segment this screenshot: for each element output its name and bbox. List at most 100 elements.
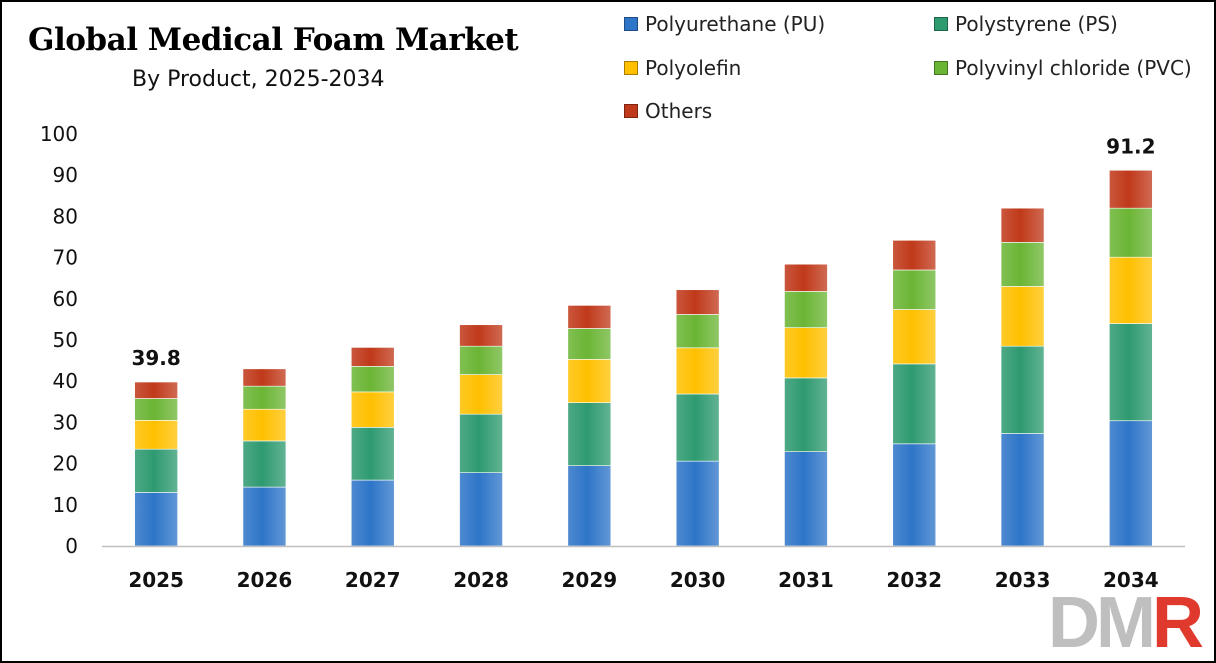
bar-segment-polyvinyl-chloride-pvc-2028 xyxy=(459,345,503,375)
bar-segment-polyvinyl-chloride-pvc-2029 xyxy=(567,328,612,360)
bar-segment-polystyrene-ps-2027 xyxy=(350,427,395,481)
bar-stack-2028 xyxy=(459,324,503,547)
bar-segment-polyolefin-2029 xyxy=(567,359,612,403)
bar-segment-others-2034 xyxy=(1109,169,1153,209)
y-tick-label: 100 xyxy=(40,122,78,146)
x-tick-label: 2027 xyxy=(345,568,401,592)
bar-segment-polyurethane-pu-2027 xyxy=(350,479,395,547)
bar-stack-2033 xyxy=(1000,207,1045,547)
y-tick-label: 0 xyxy=(65,534,78,558)
y-tick-label: 70 xyxy=(53,246,78,270)
bar-segment-polyurethane-pu-2026 xyxy=(242,486,287,547)
bar-segment-polyolefin-2026 xyxy=(242,408,287,442)
bar-segment-polyvinyl-chloride-pvc-2032 xyxy=(892,269,937,310)
bar-segment-polyurethane-pu-2031 xyxy=(784,451,828,547)
bar-segment-polyvinyl-chloride-pvc-2034 xyxy=(1109,207,1153,258)
bar-stack-2031 xyxy=(784,263,828,547)
bar-segment-others-2030 xyxy=(675,289,720,315)
y-tick-label: 20 xyxy=(53,452,78,476)
bar-segment-polyolefin-2034 xyxy=(1109,256,1153,324)
bar-stack-2027 xyxy=(350,347,395,547)
x-tick-label: 2034 xyxy=(1103,568,1159,592)
logo-text-accent: R xyxy=(1152,583,1204,663)
bar-segment-polystyrene-ps-2030 xyxy=(675,393,720,462)
x-tick-label: 2030 xyxy=(670,568,726,592)
legend-label: Polyvinyl chloride (PVC) xyxy=(955,55,1192,80)
data-labels: 39.8 91.2 xyxy=(131,134,1155,370)
legend-swatch xyxy=(624,17,638,31)
legend-swatch xyxy=(624,104,638,118)
bar-segment-polyurethane-pu-2028 xyxy=(459,472,503,547)
legend-label: Polystyrene (PS) xyxy=(955,12,1118,36)
bar-segment-polyolefin-2025 xyxy=(134,420,178,450)
bar-segment-polystyrene-ps-2033 xyxy=(1000,345,1045,434)
y-tick-label: 40 xyxy=(53,369,78,393)
y-tick-label: 90 xyxy=(53,163,78,187)
bar-segment-polyurethane-pu-2034 xyxy=(1109,420,1153,547)
bar-segment-polyolefin-2032 xyxy=(892,309,937,365)
y-axis: 0 10 20 30 40 50 60 70 80 90 100 xyxy=(40,122,78,558)
bar-segment-polyvinyl-chloride-pvc-2033 xyxy=(1000,242,1045,287)
bar-segment-polystyrene-ps-2026 xyxy=(242,440,287,488)
x-tick-label: 2033 xyxy=(995,568,1051,592)
x-axis: 2025 2026 2027 2028 2029 2030 2031 2032 2033 2034 xyxy=(102,545,1185,592)
legend-item-polyvinyl-chloride-pvc: Polyvinyl chloride (PVC) xyxy=(934,56,1192,80)
legend-label: Polyurethane (PU) xyxy=(645,12,826,36)
bar-stack-2030 xyxy=(675,289,720,547)
bar-segment-polyvinyl-chloride-pvc-2027 xyxy=(350,366,395,393)
bar-segment-polystyrene-ps-2028 xyxy=(459,413,503,473)
legend-label: Others xyxy=(645,99,713,123)
bars xyxy=(134,169,1153,547)
bar-segment-polyvinyl-chloride-pvc-2026 xyxy=(242,385,287,410)
bar-segment-others-2031 xyxy=(784,263,828,292)
bar-segment-polyolefin-2033 xyxy=(1000,286,1045,347)
bar-segment-polyolefin-2030 xyxy=(675,347,720,395)
logo-text-main: DM xyxy=(1048,583,1156,663)
bar-segment-others-2025 xyxy=(134,381,178,399)
bar-segment-polyurethane-pu-2030 xyxy=(675,460,720,547)
bar-segment-polystyrene-ps-2034 xyxy=(1109,323,1153,422)
legend-label: Polyolefin xyxy=(645,55,742,80)
legend-item-polyolefin: Polyolefin xyxy=(624,56,741,80)
bar-segment-others-2029 xyxy=(567,305,612,329)
legend-item-others: Others xyxy=(624,99,712,123)
bar-segment-polyolefin-2027 xyxy=(350,391,395,428)
bar-stack-2034 xyxy=(1109,169,1153,547)
bar-segment-polystyrene-ps-2032 xyxy=(892,363,937,445)
y-tick-label: 30 xyxy=(53,410,78,434)
x-tick-label: 2025 xyxy=(128,568,184,592)
bar-segment-others-2026 xyxy=(242,368,287,387)
bar-stack-2029 xyxy=(567,305,612,547)
y-tick-label: 10 xyxy=(53,493,78,517)
bar-segment-polyurethane-pu-2025 xyxy=(134,492,178,547)
bar-segment-polyurethane-pu-2033 xyxy=(1000,433,1045,547)
dmr-logo: DMR xyxy=(1048,587,1204,659)
x-tick-label: 2029 xyxy=(562,568,618,592)
bar-segment-others-2028 xyxy=(459,324,503,347)
legend-swatch xyxy=(624,60,638,75)
bar-stack-2032 xyxy=(892,239,937,547)
bar-segment-polystyrene-ps-2031 xyxy=(784,377,828,452)
bar-stack-2026 xyxy=(242,368,287,547)
total-label-2034: 91.2 xyxy=(1106,134,1155,158)
y-tick-label: 50 xyxy=(53,328,78,352)
bar-segment-others-2027 xyxy=(350,347,395,367)
bar-segment-polyvinyl-chloride-pvc-2031 xyxy=(784,291,828,328)
bar-segment-polystyrene-ps-2025 xyxy=(134,448,178,493)
x-tick-label: 2028 xyxy=(453,568,509,592)
legend-item-polyurethane-pu: Polyurethane (PU) xyxy=(624,12,825,36)
bar-segment-others-2033 xyxy=(1000,207,1045,243)
legend-item-polystyrene-ps: Polystyrene (PS) xyxy=(934,12,1118,36)
chart-title: Global Medical Foam Market xyxy=(28,22,519,58)
y-tick-label: 60 xyxy=(53,287,78,311)
x-tick-label: 2032 xyxy=(886,568,942,592)
bar-segment-polyurethane-pu-2032 xyxy=(892,443,937,547)
x-tick-label: 2031 xyxy=(778,568,834,592)
bar-segment-polystyrene-ps-2029 xyxy=(567,402,612,466)
y-tick-label: 80 xyxy=(53,204,78,228)
x-tick-label: 2026 xyxy=(237,568,293,592)
bar-segment-polyvinyl-chloride-pvc-2025 xyxy=(134,398,178,421)
bar-segment-others-2032 xyxy=(892,239,937,271)
